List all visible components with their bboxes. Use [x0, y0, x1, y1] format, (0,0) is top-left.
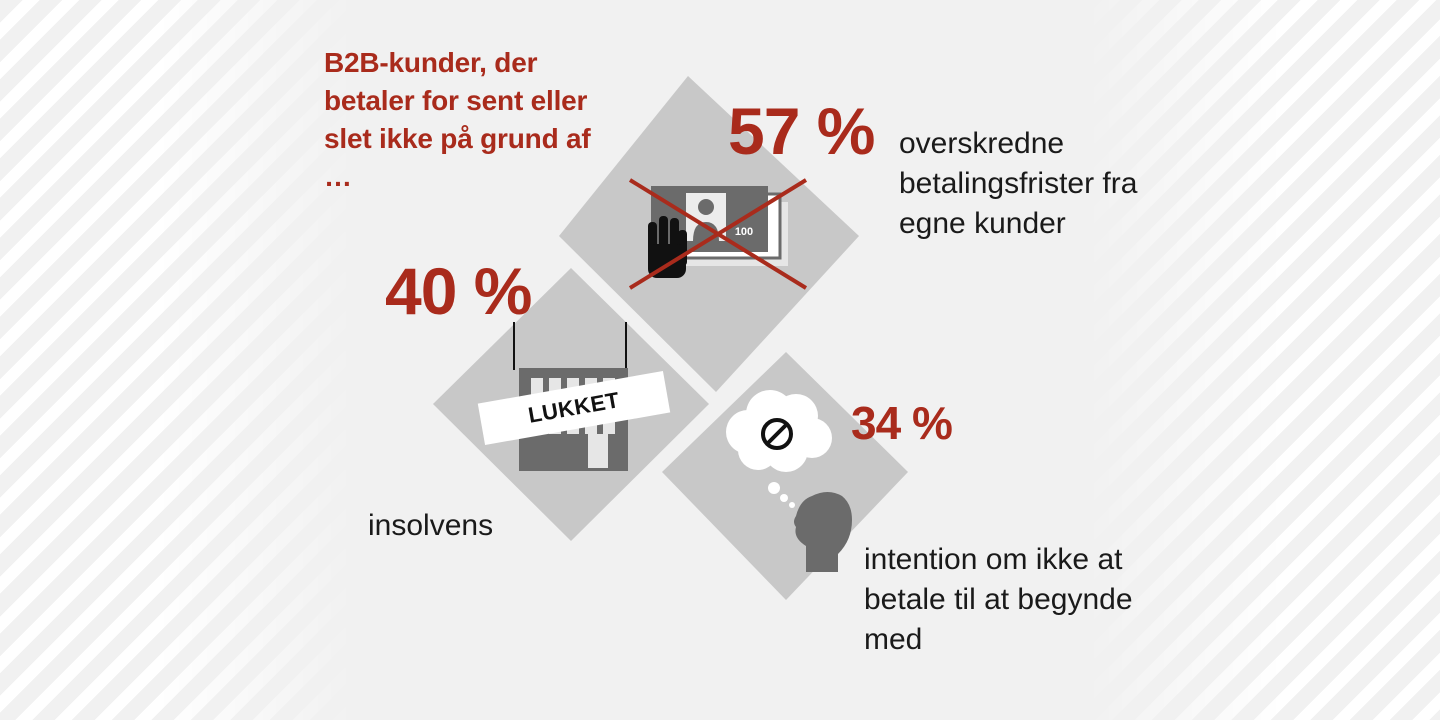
stat-40-percent: 40 %	[385, 254, 532, 328]
diamond-tile-34	[662, 352, 908, 600]
background-stripes-right	[1080, 0, 1440, 720]
stat-34-label: intention om ikke at betale til at begyn…	[864, 543, 1133, 656]
refusal-thought-icon	[726, 390, 852, 572]
stat-57-label: overskredne betalingsfrister fra egne ku…	[899, 127, 1138, 240]
stat-57-percent: 57 %	[728, 94, 875, 168]
prohibition-icon	[761, 418, 793, 450]
thought-bubble-icon	[726, 390, 832, 508]
background-stripes-left	[0, 0, 360, 720]
headline: B2B-kunder, der betaler for sent eller s…	[324, 47, 591, 192]
head-silhouette-icon	[794, 492, 852, 572]
closed-sign	[477, 370, 671, 446]
stat-40-label: insolvens	[368, 509, 494, 542]
banknote-value: 100	[734, 226, 754, 238]
closed-building-icon	[477, 322, 671, 471]
stop-payment-icon	[628, 178, 808, 290]
stat-34-percent: 34 %	[851, 397, 953, 449]
